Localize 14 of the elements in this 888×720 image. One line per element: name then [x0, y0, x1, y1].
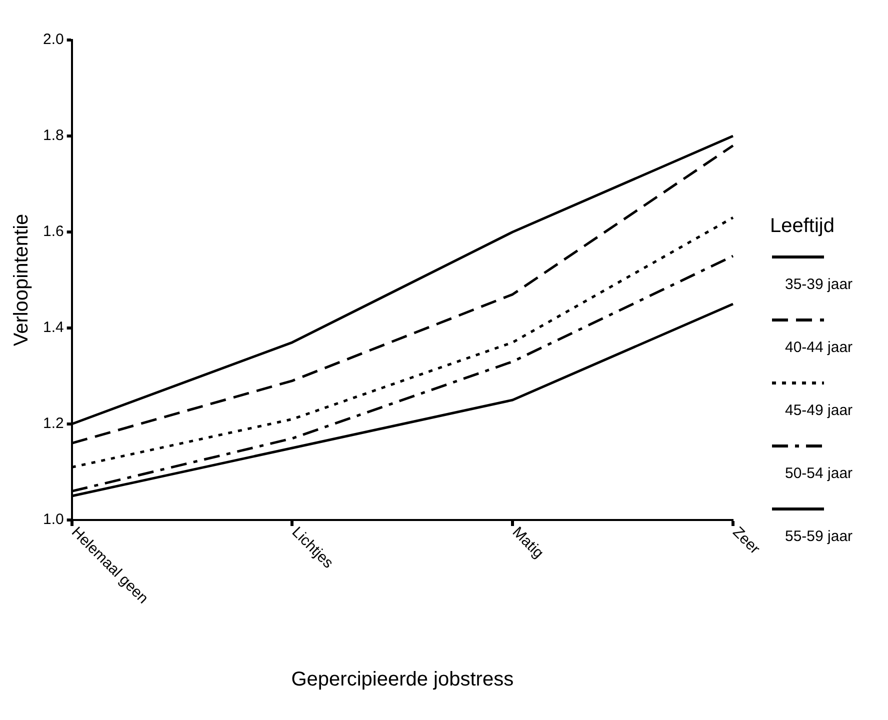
legend-title: Leeftijd — [770, 215, 836, 238]
y-tick-label: 1.4 — [42, 319, 64, 336]
y-axis-title: Verloopintentie — [10, 214, 33, 346]
text: 50-54 jaar — [785, 465, 854, 482]
y-tick-label: 1.2 — [42, 415, 64, 432]
legend-label: 55-59 jaar — [785, 528, 854, 545]
y-tick-label: 1.0 — [42, 511, 64, 528]
text: 40-44 jaar — [785, 339, 854, 356]
x-axis-title: Gepercipieerde jobstress — [291, 668, 514, 691]
y-tick-label: 2.0 — [42, 31, 64, 48]
text: 45-49 jaar — [785, 402, 854, 419]
y-tick-label: 1.8 — [42, 127, 64, 144]
y-tick-label: 1.6 — [42, 223, 64, 240]
legend-label: 35-39 jaar — [785, 276, 854, 293]
